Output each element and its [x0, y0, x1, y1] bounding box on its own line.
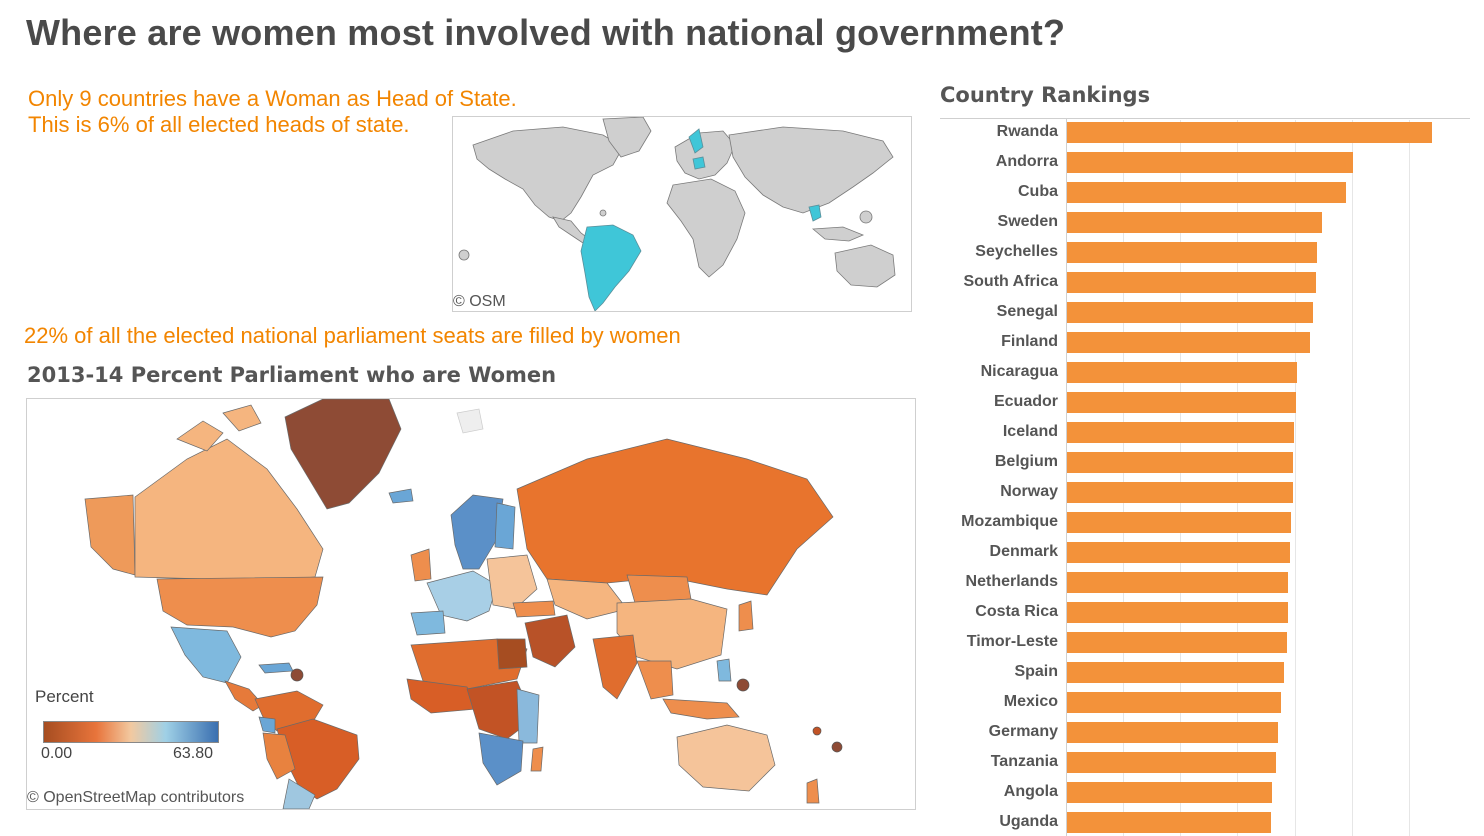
rankings-top-border — [940, 118, 1470, 119]
rank-label: Netherlands — [965, 573, 1058, 590]
rank-label: Belgium — [994, 453, 1058, 470]
rank-label: Sweden — [997, 213, 1058, 230]
rank-bar[interactable] — [1067, 662, 1284, 683]
rank-bar[interactable] — [1067, 182, 1346, 203]
legend-max-value: 63.80 — [173, 745, 214, 762]
rank-bar[interactable] — [1067, 422, 1294, 443]
rankings-title: Country Rankings — [940, 83, 1151, 107]
rank-label: Senegal — [996, 303, 1058, 320]
rank-bar[interactable] — [1067, 812, 1271, 833]
heads-of-state-note-line2: This is 6% of all elected heads of state… — [28, 112, 410, 137]
osm-credit-big: © OpenStreetMap contributors — [27, 789, 245, 806]
rank-label: Tanzania — [990, 753, 1058, 770]
heads-of-state-note-line1: Only 9 countries have a Woman as Head of… — [28, 86, 517, 111]
rank-label: Timor-Leste — [966, 633, 1058, 650]
rank-bar[interactable] — [1067, 692, 1281, 713]
rank-bar[interactable] — [1067, 122, 1432, 143]
rank-bar[interactable] — [1067, 722, 1278, 743]
rank-label: Spain — [1014, 663, 1058, 680]
parliament-map-title: 2013-14 Percent Parliament who are Women — [27, 363, 557, 387]
parliament-choropleth-map[interactable]: Percent 0.00 63.80 © OpenStreetMap contr… — [26, 398, 916, 810]
grid-line — [1408, 120, 1410, 836]
rank-label: Angola — [1003, 783, 1058, 800]
rank-bar[interactable] — [1067, 362, 1297, 383]
grid-line — [1180, 120, 1182, 836]
rank-label: Andorra — [995, 153, 1058, 170]
rank-label: Seychelles — [975, 243, 1058, 260]
country-rankings-chart: Rwanda Andorra Cuba Sweden Seychelles South A… — [940, 118, 1470, 836]
category-axis-line — [1066, 118, 1067, 836]
rank-bar[interactable] — [1067, 482, 1293, 503]
rank-label: Cuba — [1018, 183, 1058, 200]
rank-label: Costa Rica — [975, 603, 1058, 620]
rank-label: Ecuador — [993, 393, 1058, 410]
legend-min-value: 0.00 — [41, 745, 73, 762]
rank-bar[interactable] — [1067, 332, 1310, 353]
rank-bar[interactable] — [1067, 212, 1322, 233]
rank-label: Norway — [1000, 483, 1058, 500]
rank-bar[interactable] — [1067, 572, 1288, 593]
rank-label: Uganda — [999, 813, 1058, 830]
rank-bar[interactable] — [1067, 542, 1290, 563]
rank-bar[interactable] — [1067, 302, 1313, 323]
rank-bar[interactable] — [1067, 452, 1293, 473]
legend-color-scale — [43, 721, 219, 743]
parliament-note: 22% of all the elected national parliame… — [24, 323, 681, 348]
rank-label: Denmark — [989, 543, 1058, 560]
heads-of-state-map[interactable]: © OSM — [452, 116, 912, 312]
rank-label: Nicaragua — [980, 363, 1058, 380]
rank-bar[interactable] — [1067, 152, 1353, 173]
rank-label: Rwanda — [996, 123, 1058, 140]
rank-label: South Africa — [963, 273, 1058, 290]
rank-label: Iceland — [1002, 423, 1058, 440]
parliament-map-svg — [84, 399, 843, 809]
grid-line — [1237, 120, 1239, 836]
rank-bar[interactable] — [1067, 632, 1287, 653]
parliament-legend: Percent 0.00 63.80 — [35, 687, 219, 762]
grid-line — [1294, 120, 1296, 836]
grid-line — [1351, 120, 1353, 836]
osm-credit-small: © OSM — [453, 293, 506, 310]
rank-bar[interactable] — [1067, 242, 1317, 263]
legend-title: Percent — [35, 687, 94, 706]
rank-label: Mozambique — [961, 513, 1058, 530]
rank-bar[interactable] — [1067, 782, 1272, 803]
grid-line — [1123, 120, 1125, 836]
rank-label: Germany — [988, 723, 1058, 740]
rank-bar[interactable] — [1067, 512, 1291, 533]
rank-label: Finland — [1001, 333, 1058, 350]
rank-bar[interactable] — [1067, 272, 1316, 293]
rank-bar[interactable] — [1067, 602, 1288, 623]
rank-bar[interactable] — [1067, 752, 1276, 773]
page-title: Where are women most involved with natio… — [26, 12, 1066, 53]
heads-of-state-map-svg — [458, 117, 896, 311]
rank-bar[interactable] — [1067, 392, 1296, 413]
rank-label: Mexico — [1003, 693, 1058, 710]
